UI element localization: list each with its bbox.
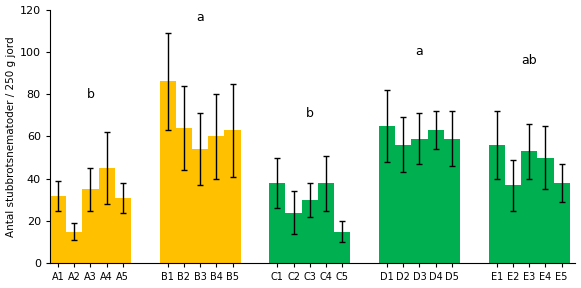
- Bar: [224, 130, 241, 264]
- Bar: [99, 168, 114, 264]
- Bar: [428, 130, 444, 264]
- Bar: [302, 200, 318, 264]
- Bar: [318, 183, 334, 264]
- Bar: [285, 213, 302, 264]
- Bar: [208, 137, 224, 264]
- Bar: [379, 126, 395, 264]
- Bar: [176, 128, 192, 264]
- Bar: [554, 183, 570, 264]
- Y-axis label: Antal stubbrotsnematoder / 250 g jord: Antal stubbrotsnematoder / 250 g jord: [6, 36, 16, 237]
- Bar: [160, 82, 176, 264]
- Text: b: b: [306, 107, 314, 120]
- Text: a: a: [196, 11, 204, 24]
- Bar: [521, 151, 537, 264]
- Bar: [444, 139, 460, 264]
- Text: a: a: [415, 45, 424, 58]
- Bar: [411, 139, 428, 264]
- Bar: [537, 158, 554, 264]
- Bar: [114, 198, 131, 264]
- Bar: [395, 145, 411, 264]
- Bar: [192, 149, 208, 264]
- Bar: [505, 185, 521, 264]
- Bar: [50, 196, 66, 264]
- Bar: [83, 190, 99, 264]
- Bar: [66, 232, 83, 264]
- Text: b: b: [87, 88, 94, 101]
- Bar: [334, 232, 350, 264]
- Bar: [489, 145, 505, 264]
- Bar: [269, 183, 285, 264]
- Text: ab: ab: [521, 54, 537, 67]
